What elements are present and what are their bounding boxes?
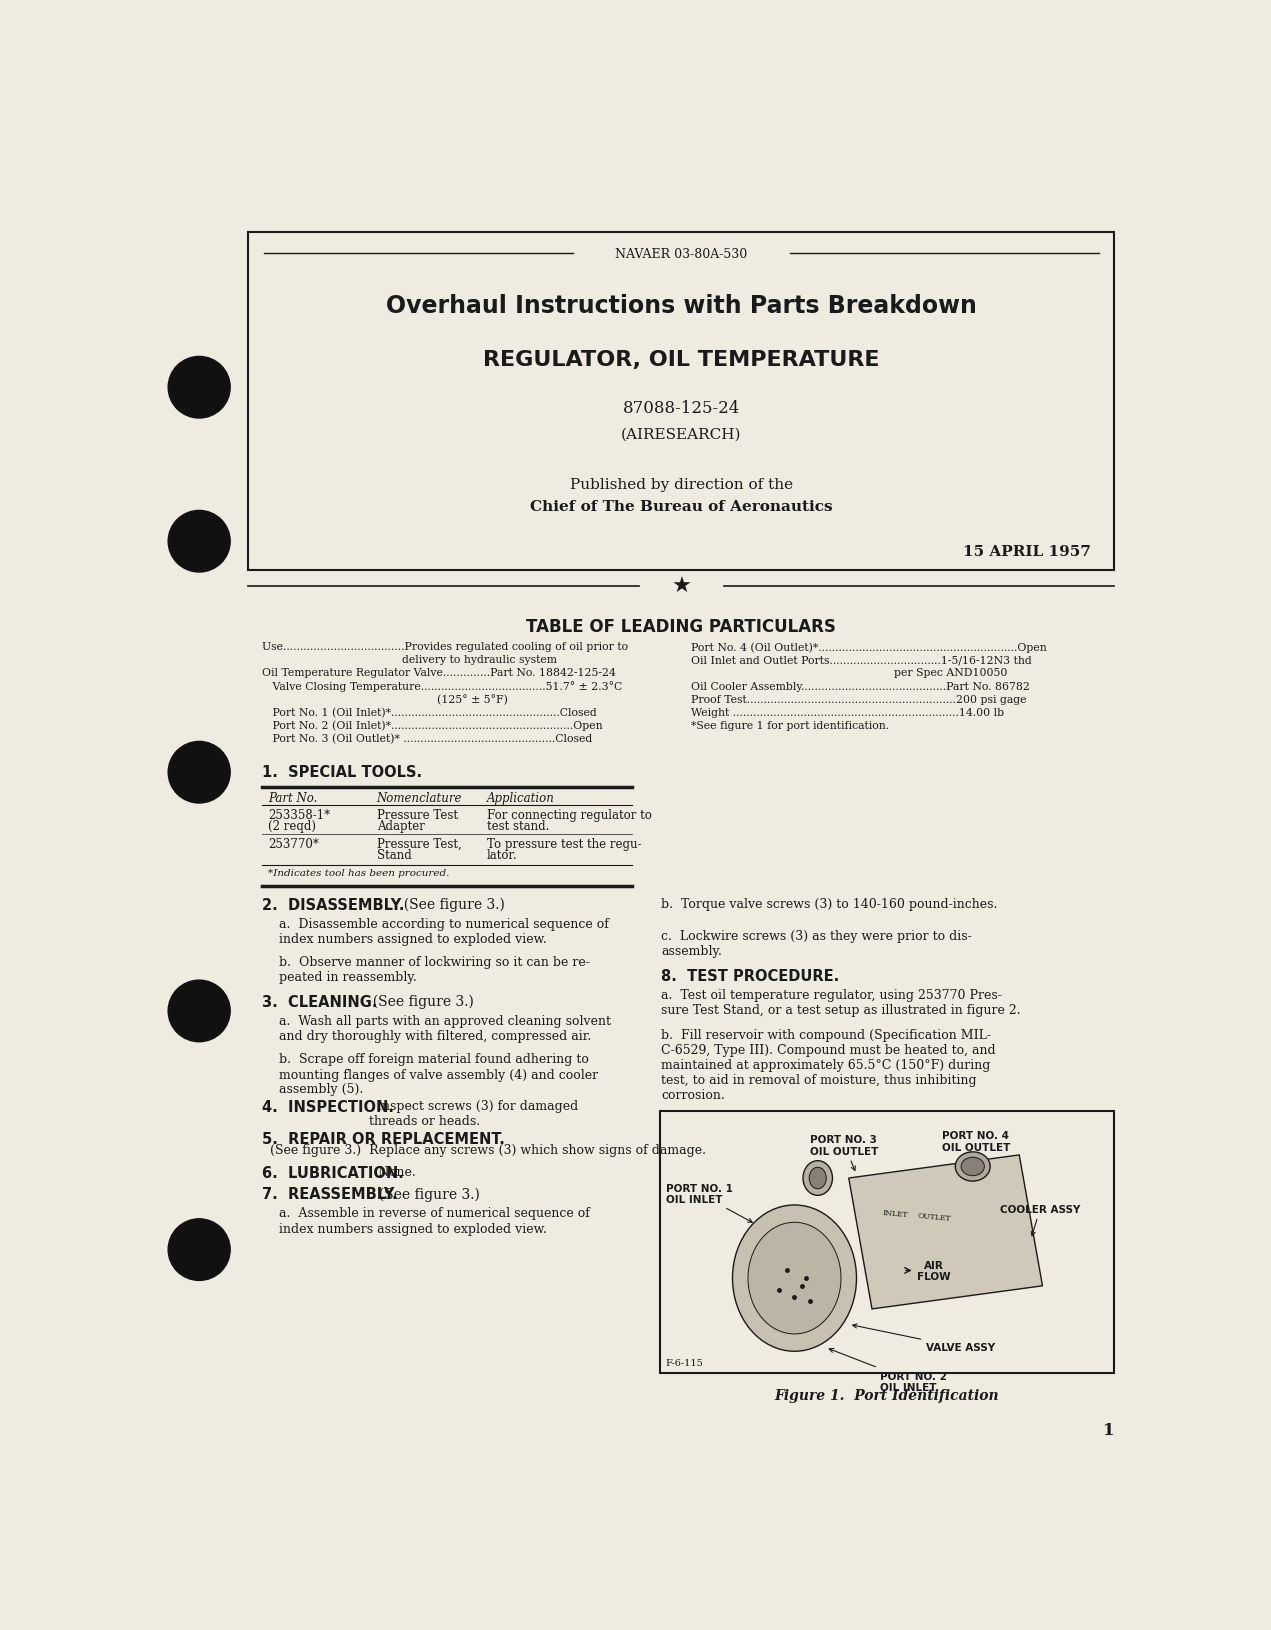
Text: Overhaul Instructions with Parts Breakdown: Overhaul Instructions with Parts Breakdo…: [386, 293, 976, 318]
Text: Oil Temperature Regulator Valve..............Part No. 18842-125-24: Oil Temperature Regulator Valve.........…: [262, 668, 616, 678]
Text: Port No. 4 (Oil Outlet)*........................................................: Port No. 4 (Oil Outlet)*................…: [691, 642, 1047, 652]
Text: Adapter: Adapter: [376, 820, 425, 833]
Text: 253770*: 253770*: [268, 838, 319, 851]
Text: b.  Torque valve screws (3) to 140-160 pound-inches.: b. Torque valve screws (3) to 140-160 po…: [661, 898, 998, 911]
Text: (See figure 3.): (See figure 3.): [365, 994, 474, 1009]
Text: delivery to hydraulic system: delivery to hydraulic system: [262, 655, 557, 665]
Text: Port No. 1 (Oil Inlet)*..................................................Closed: Port No. 1 (Oil Inlet)*.................…: [262, 707, 596, 717]
Text: INLET: INLET: [882, 1208, 909, 1218]
Text: a.  Disassemble according to numerical sequence of
index numbers assigned to exp: a. Disassemble according to numerical se…: [280, 918, 609, 945]
Text: (AIRESEARCH): (AIRESEARCH): [622, 427, 741, 442]
Bar: [248, 233, 1115, 570]
Text: a.  Wash all parts with an approved cleaning solvent
and dry thoroughly with fil: a. Wash all parts with an approved clean…: [280, 1014, 611, 1042]
Text: test stand.: test stand.: [487, 820, 549, 833]
Polygon shape: [849, 1156, 1042, 1309]
Text: 1.  SPECIAL TOOLS.: 1. SPECIAL TOOLS.: [262, 764, 422, 779]
Text: Chief of The Bureau of Aeronautics: Chief of The Bureau of Aeronautics: [530, 499, 833, 513]
Text: Proof Test..............................................................200 psi : Proof Test..............................…: [691, 694, 1027, 704]
Text: 5.  REPAIR OR REPLACEMENT.: 5. REPAIR OR REPLACEMENT.: [262, 1131, 505, 1146]
Text: AIR
FLOW: AIR FLOW: [918, 1260, 951, 1281]
Text: Pressure Test,: Pressure Test,: [376, 838, 461, 851]
Text: 2.  DISASSEMBLY.: 2. DISASSEMBLY.: [262, 898, 404, 913]
Text: Nomenclature: Nomenclature: [376, 791, 463, 804]
Text: per Spec AND10050: per Spec AND10050: [691, 668, 1008, 678]
Text: Weight ...................................................................14.00 : Weight .................................…: [691, 707, 1004, 717]
Text: (2 reqd): (2 reqd): [268, 820, 316, 833]
Text: PORT NO. 3
OIL OUTLET: PORT NO. 3 OIL OUTLET: [810, 1134, 878, 1170]
Circle shape: [168, 742, 230, 804]
Text: Inspect screws (3) for damaged
threads or heads.: Inspect screws (3) for damaged threads o…: [369, 1099, 578, 1126]
Text: 7.  REASSEMBLY.: 7. REASSEMBLY.: [262, 1187, 398, 1201]
Text: Port No. 3 (Oil Outlet)* .............................................Closed: Port No. 3 (Oil Outlet)* ...............…: [262, 734, 592, 743]
Text: Stand: Stand: [376, 849, 412, 862]
Text: a.  Test oil temperature regulator, using 253770 Pres-
sure Test Stand, or a tes: a. Test oil temperature regulator, using…: [661, 988, 1021, 1015]
Text: *Indicates tool has been procured.: *Indicates tool has been procured.: [268, 869, 450, 877]
Text: 87088-125-24: 87088-125-24: [623, 399, 740, 417]
Text: COOLER ASSY: COOLER ASSY: [1000, 1205, 1080, 1236]
Text: F-6-115: F-6-115: [666, 1358, 703, 1368]
Text: (125° ± 5°F): (125° ± 5°F): [262, 694, 508, 704]
Ellipse shape: [749, 1222, 841, 1333]
Text: Application: Application: [487, 791, 554, 804]
Text: Port No. 2 (Oil Inlet)*......................................................Ope: Port No. 2 (Oil Inlet)*.................…: [262, 720, 602, 730]
Text: Use....................................Provides regulated cooling of oil prior t: Use....................................P…: [262, 642, 628, 652]
Text: Figure 1.  Port Identification: Figure 1. Port Identification: [774, 1389, 999, 1402]
Circle shape: [168, 981, 230, 1042]
Text: PORT NO. 2
OIL INLET: PORT NO. 2 OIL INLET: [829, 1348, 947, 1392]
Ellipse shape: [810, 1167, 826, 1188]
Text: 1: 1: [1103, 1421, 1115, 1438]
Text: None.: None.: [370, 1165, 416, 1178]
Text: (See figure 3.)  Replace any screws (3) which show signs of damage.: (See figure 3.) Replace any screws (3) w…: [262, 1144, 705, 1157]
Text: PORT NO. 4
OIL OUTLET: PORT NO. 4 OIL OUTLET: [942, 1131, 1010, 1162]
Text: b.  Scrape off foreign material found adhering to
mounting flanges of valve asse: b. Scrape off foreign material found adh…: [280, 1053, 599, 1095]
Text: lator.: lator.: [487, 849, 517, 862]
Text: c.  Lockwire screws (3) as they were prior to dis-
assembly.: c. Lockwire screws (3) as they were prio…: [661, 929, 972, 958]
Text: NAVAER 03-80A-530: NAVAER 03-80A-530: [615, 248, 747, 261]
Text: 15 APRIL 1957: 15 APRIL 1957: [963, 544, 1092, 559]
Text: Pressure Test: Pressure Test: [376, 808, 458, 822]
Text: 253358-1*: 253358-1*: [268, 808, 330, 822]
Text: VALVE ASSY: VALVE ASSY: [853, 1324, 995, 1353]
Text: Part No.: Part No.: [268, 791, 318, 804]
Text: b.  Fill reservoir with compound (Specification MIL-
C-6529, Type III). Compound: b. Fill reservoir with compound (Specifi…: [661, 1029, 995, 1102]
Text: Published by direction of the: Published by direction of the: [569, 478, 793, 492]
Ellipse shape: [732, 1205, 857, 1351]
Text: 3.  CLEANING.: 3. CLEANING.: [262, 994, 377, 1009]
Text: 6.  LUBRICATION.: 6. LUBRICATION.: [262, 1165, 404, 1180]
Text: REGULATOR, OIL TEMPERATURE: REGULATOR, OIL TEMPERATURE: [483, 349, 880, 370]
Text: OUTLET: OUTLET: [916, 1211, 951, 1222]
Text: PORT NO. 1
OIL INLET: PORT NO. 1 OIL INLET: [666, 1183, 752, 1222]
Circle shape: [168, 357, 230, 419]
Text: (See figure 3.): (See figure 3.): [370, 1187, 480, 1201]
Text: Valve Closing Temperature.....................................51.7° ± 2.3°C: Valve Closing Temperature...............…: [262, 681, 623, 693]
Ellipse shape: [961, 1157, 984, 1175]
Text: *See figure 1 for port identification.: *See figure 1 for port identification.: [691, 720, 890, 730]
Text: TABLE OF LEADING PARTICULARS: TABLE OF LEADING PARTICULARS: [526, 618, 836, 636]
Text: 8.  TEST PROCEDURE.: 8. TEST PROCEDURE.: [661, 968, 839, 983]
Text: To pressure test the regu-: To pressure test the regu-: [487, 838, 641, 851]
Text: 4.  INSPECTION.: 4. INSPECTION.: [262, 1099, 394, 1113]
Text: (See figure 3.): (See figure 3.): [395, 898, 505, 911]
Text: a.  Assemble in reverse of numerical sequence of
index numbers assigned to explo: a. Assemble in reverse of numerical sequ…: [280, 1206, 590, 1236]
Text: Oil Cooler Assembly...........................................Part No. 86782: Oil Cooler Assembly.....................…: [691, 681, 1031, 691]
Circle shape: [168, 1219, 230, 1281]
Text: ★: ★: [671, 577, 691, 597]
Ellipse shape: [803, 1161, 833, 1195]
Bar: [660, 1112, 1115, 1372]
Text: For connecting regulator to: For connecting regulator to: [487, 808, 652, 822]
Text: Oil Inlet and Outlet Ports.................................1-5/16-12N3 thd: Oil Inlet and Outlet Ports..............…: [691, 655, 1032, 665]
Circle shape: [168, 512, 230, 572]
Ellipse shape: [956, 1152, 990, 1182]
Text: b.  Observe manner of lockwiring so it can be re-
peated in reassembly.: b. Observe manner of lockwiring so it ca…: [280, 955, 590, 985]
